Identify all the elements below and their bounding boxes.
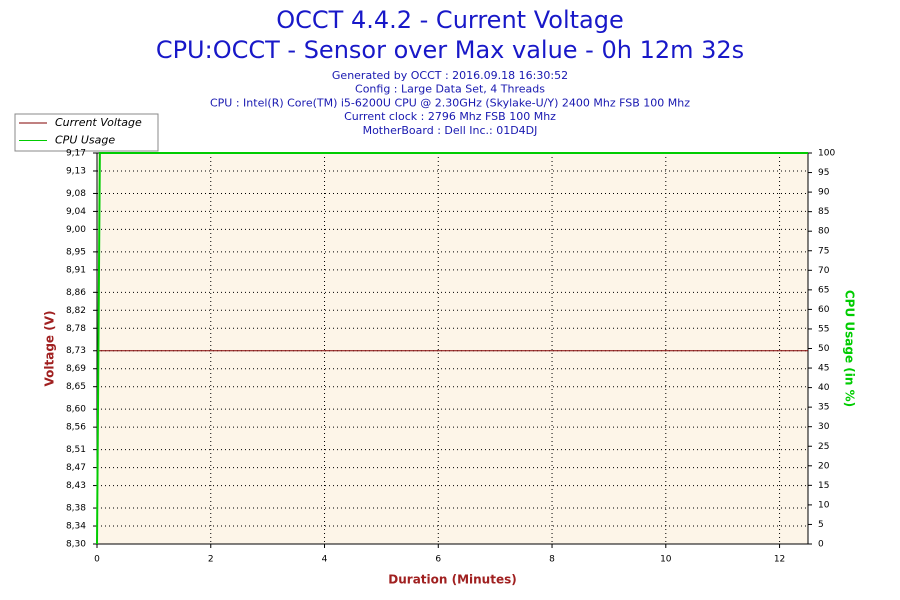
info-line: MotherBoard : Dell Inc.: 01D4DJ [363, 124, 538, 137]
y-tick-label: 9,08 [66, 189, 86, 199]
x-tick-label: 8 [549, 555, 555, 565]
chart-title: OCCT 4.4.2 - Current Voltage [276, 6, 623, 34]
y2-tick-label: 25 [818, 442, 829, 452]
legend-label: Current Voltage [55, 116, 142, 129]
y-tick-label: 8,47 [66, 463, 86, 473]
x-tick-label: 2 [208, 555, 214, 565]
y2-tick-label: 10 [818, 500, 830, 510]
x-axis-label: Duration (Minutes) [388, 573, 516, 587]
y2-tick-label: 70 [818, 266, 830, 276]
y-tick-label: 9,04 [66, 207, 86, 217]
y2-tick-label: 0 [818, 540, 824, 550]
y2-tick-label: 100 [818, 149, 835, 159]
y-tick-label: 8,86 [66, 288, 86, 298]
legend-label: CPU Usage [55, 134, 115, 147]
y2-tick-label: 35 [818, 403, 829, 413]
y2-tick-label: 45 [818, 364, 829, 374]
y2-tick-label: 90 [818, 188, 830, 198]
y-tick-label: 8,51 [66, 445, 86, 455]
y-tick-label: 8,91 [66, 265, 86, 275]
x-tick-label: 10 [660, 555, 672, 565]
y-tick-label: 8,34 [66, 522, 86, 532]
y2-tick-label: 50 [818, 344, 830, 354]
chart-subtitle: CPU:OCCT - Sensor over Max value - 0h 12… [156, 36, 744, 64]
y-tick-label: 8,43 [66, 481, 86, 491]
y-tick-label: 9,17 [66, 149, 86, 159]
x-tick-label: 0 [94, 555, 100, 565]
y-tick-label: 8,65 [66, 382, 86, 392]
y2-tick-label: 65 [818, 285, 829, 295]
y-tick-label: 8,56 [66, 423, 86, 433]
plot-area [97, 153, 808, 544]
y2-tick-label: 55 [818, 324, 829, 334]
y-tick-label: 8,30 [66, 540, 86, 550]
y-tick-label: 8,95 [66, 247, 86, 257]
y2-tick-label: 20 [818, 461, 830, 471]
y-tick-label: 8,78 [66, 324, 86, 334]
info-line: CPU : Intel(R) Core(TM) i5-6200U CPU @ 2… [210, 96, 690, 109]
y2-tick-label: 60 [818, 305, 830, 315]
x-tick-label: 4 [322, 555, 328, 565]
y-tick-label: 9,13 [66, 166, 86, 176]
y-tick-label: 8,38 [66, 504, 86, 514]
x-tick-label: 12 [774, 555, 785, 565]
x-tick-label: 6 [435, 555, 441, 565]
y2-tick-label: 95 [818, 168, 829, 178]
y-tick-label: 9,00 [66, 225, 86, 235]
y2-tick-label: 75 [818, 246, 829, 256]
y2-tick-label: 85 [818, 207, 829, 217]
series-line [96, 152, 808, 545]
y2-tick-label: 30 [818, 422, 830, 432]
y2-tick-label: 15 [818, 481, 829, 491]
y2-tick-label: 40 [818, 383, 830, 393]
y2-axis-label: CPU Usage (in %) [843, 290, 857, 407]
info-line: Config : Large Data Set, 4 Threads [355, 83, 545, 96]
y-axis-label: Voltage (V) [43, 311, 57, 387]
y-tick-label: 8,82 [66, 306, 86, 316]
y-tick-label: 8,73 [66, 346, 86, 356]
y2-tick-label: 5 [818, 520, 824, 530]
info-line: Generated by OCCT : 2016.09.18 16:30:52 [332, 69, 568, 82]
y2-tick-label: 80 [818, 227, 830, 237]
y-tick-label: 8,69 [66, 364, 86, 374]
y-tick-label: 8,60 [66, 405, 86, 415]
legend-box [14, 113, 159, 152]
info-line: Current clock : 2796 Mhz FSB 100 Mhz [344, 110, 556, 123]
